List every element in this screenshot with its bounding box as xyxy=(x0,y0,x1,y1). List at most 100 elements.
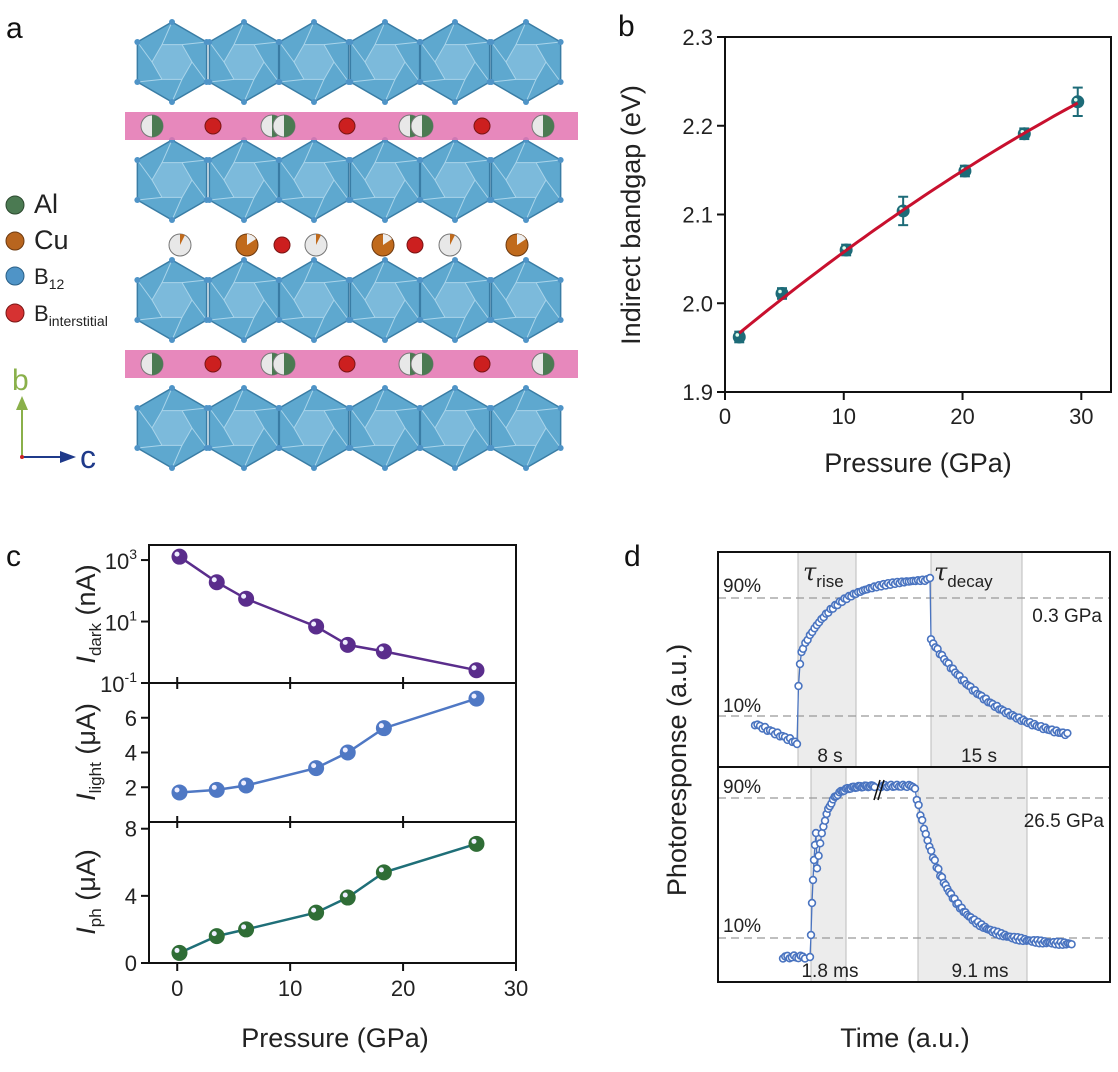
tick-exponent: 1 xyxy=(129,608,137,624)
x-tick-label: 10 xyxy=(278,976,302,1001)
icosahedron-edge xyxy=(349,159,366,181)
icosahedron-edge xyxy=(545,299,562,321)
b12-atom xyxy=(241,257,247,263)
icosahedron-edge xyxy=(209,196,235,201)
icosahedron-edge xyxy=(278,159,295,181)
b12-atom xyxy=(311,257,317,263)
b12-atom xyxy=(382,465,388,471)
point-highlight xyxy=(174,787,180,793)
icosahedron-edge xyxy=(137,196,163,201)
time-window-shade xyxy=(810,766,847,983)
data-point xyxy=(238,777,255,794)
tau-rise-label: τrise xyxy=(803,558,844,591)
icosahedron-edge xyxy=(394,41,420,46)
icosahedron-edge xyxy=(420,196,446,201)
al-occupancy xyxy=(284,353,295,375)
data-point xyxy=(917,815,927,825)
al-occupancy xyxy=(152,353,163,375)
b12-atom xyxy=(241,99,247,105)
data-point xyxy=(792,739,802,749)
icosahedron-edge xyxy=(313,445,325,469)
photoresponse-chart: Time (a.u.) Photoresponse (a.u.) 90% 10% 9… xyxy=(662,551,1111,1053)
rise-time-label: 8 s xyxy=(817,746,842,767)
legend-item-b12: B12 xyxy=(5,264,64,292)
panel-label-a: a xyxy=(6,12,23,45)
data-point xyxy=(468,835,485,852)
b12-atom xyxy=(276,277,283,283)
data-point xyxy=(468,662,485,679)
icosahedron-edge xyxy=(464,279,490,284)
point-highlight xyxy=(471,693,477,699)
icosahedron-edge xyxy=(233,259,245,283)
icosahedron-edge xyxy=(233,139,245,163)
crystal-structure xyxy=(125,19,578,471)
data-point xyxy=(817,829,826,838)
icosahedron-edge xyxy=(181,159,207,164)
data-point xyxy=(820,816,830,825)
c-arrowhead-icon xyxy=(60,451,76,463)
x-axis-label: Time (a.u.) xyxy=(840,1023,970,1053)
data-point xyxy=(795,659,805,669)
icosahedron-edge xyxy=(191,179,208,201)
b-interstitial-atom xyxy=(338,355,356,373)
data-point xyxy=(930,855,939,865)
icosahedron-edge xyxy=(279,78,305,83)
b12-atom xyxy=(488,317,495,323)
origin-dot xyxy=(20,455,24,459)
icosahedron-edge xyxy=(313,197,325,221)
icosahedron-edge xyxy=(208,279,225,301)
point-highlight xyxy=(778,289,782,294)
tick-exponent: -1 xyxy=(125,669,138,685)
fit-curve xyxy=(738,101,1079,335)
icosahedron-edge xyxy=(303,259,315,283)
plot-frame xyxy=(724,36,1112,393)
b12-atom xyxy=(382,385,388,391)
icosahedron-edge xyxy=(384,79,396,103)
y-tick-label: 4 xyxy=(125,741,137,766)
icosahedron-edge xyxy=(243,197,255,221)
b12-atom xyxy=(382,257,388,263)
legend-label: Al xyxy=(34,189,58,219)
axis-indicator: b c xyxy=(12,364,96,475)
point-highlight xyxy=(211,577,217,583)
data-point xyxy=(375,864,392,881)
x-axis-label: Pressure (GPa) xyxy=(241,1023,429,1053)
b12-atom xyxy=(169,257,175,263)
data-point xyxy=(339,889,356,906)
y-tick-label: 2.0 xyxy=(682,291,713,316)
b12-atom xyxy=(134,405,141,411)
b12-atom xyxy=(169,217,175,223)
data-point xyxy=(807,898,817,908)
icosahedron-edge xyxy=(279,316,305,321)
icosahedron-edge xyxy=(394,159,420,164)
icosahedron-edge xyxy=(278,41,295,63)
y-axis-label-ph: Iph (μA) xyxy=(71,849,105,935)
icosahedron-edge xyxy=(191,299,208,321)
level-10-label: 10% xyxy=(723,916,761,937)
b12-atom xyxy=(134,445,141,451)
data-point xyxy=(812,864,822,873)
b12-atom xyxy=(417,445,424,451)
data-point xyxy=(1067,940,1076,949)
b12-atom xyxy=(347,445,354,451)
legend-label: Cu xyxy=(34,225,69,255)
b12-atom xyxy=(241,385,247,391)
icosahedron-edge xyxy=(515,139,527,163)
b12-atom xyxy=(276,157,283,163)
b12-atom xyxy=(206,317,213,323)
level-90-label: 90% xyxy=(723,777,761,798)
tick-base: 10 xyxy=(105,611,129,636)
icosahedron-edge xyxy=(419,41,436,63)
y-axis-label-dark: Idark (nA) xyxy=(71,564,105,663)
icosahedron-edge xyxy=(404,427,421,449)
icosahedron-edge xyxy=(161,21,173,45)
icosahedron-edge xyxy=(349,279,366,301)
point-highlight xyxy=(378,646,384,652)
tick-base: 10 xyxy=(100,672,124,697)
b12-atom xyxy=(347,277,354,283)
b-axis-label: b xyxy=(12,364,29,397)
pressure-label: 0.3 GPa xyxy=(1032,606,1102,627)
icosahedron-edge xyxy=(278,279,295,301)
b12-atom xyxy=(382,337,388,343)
x-tick-label: 20 xyxy=(391,976,415,1001)
